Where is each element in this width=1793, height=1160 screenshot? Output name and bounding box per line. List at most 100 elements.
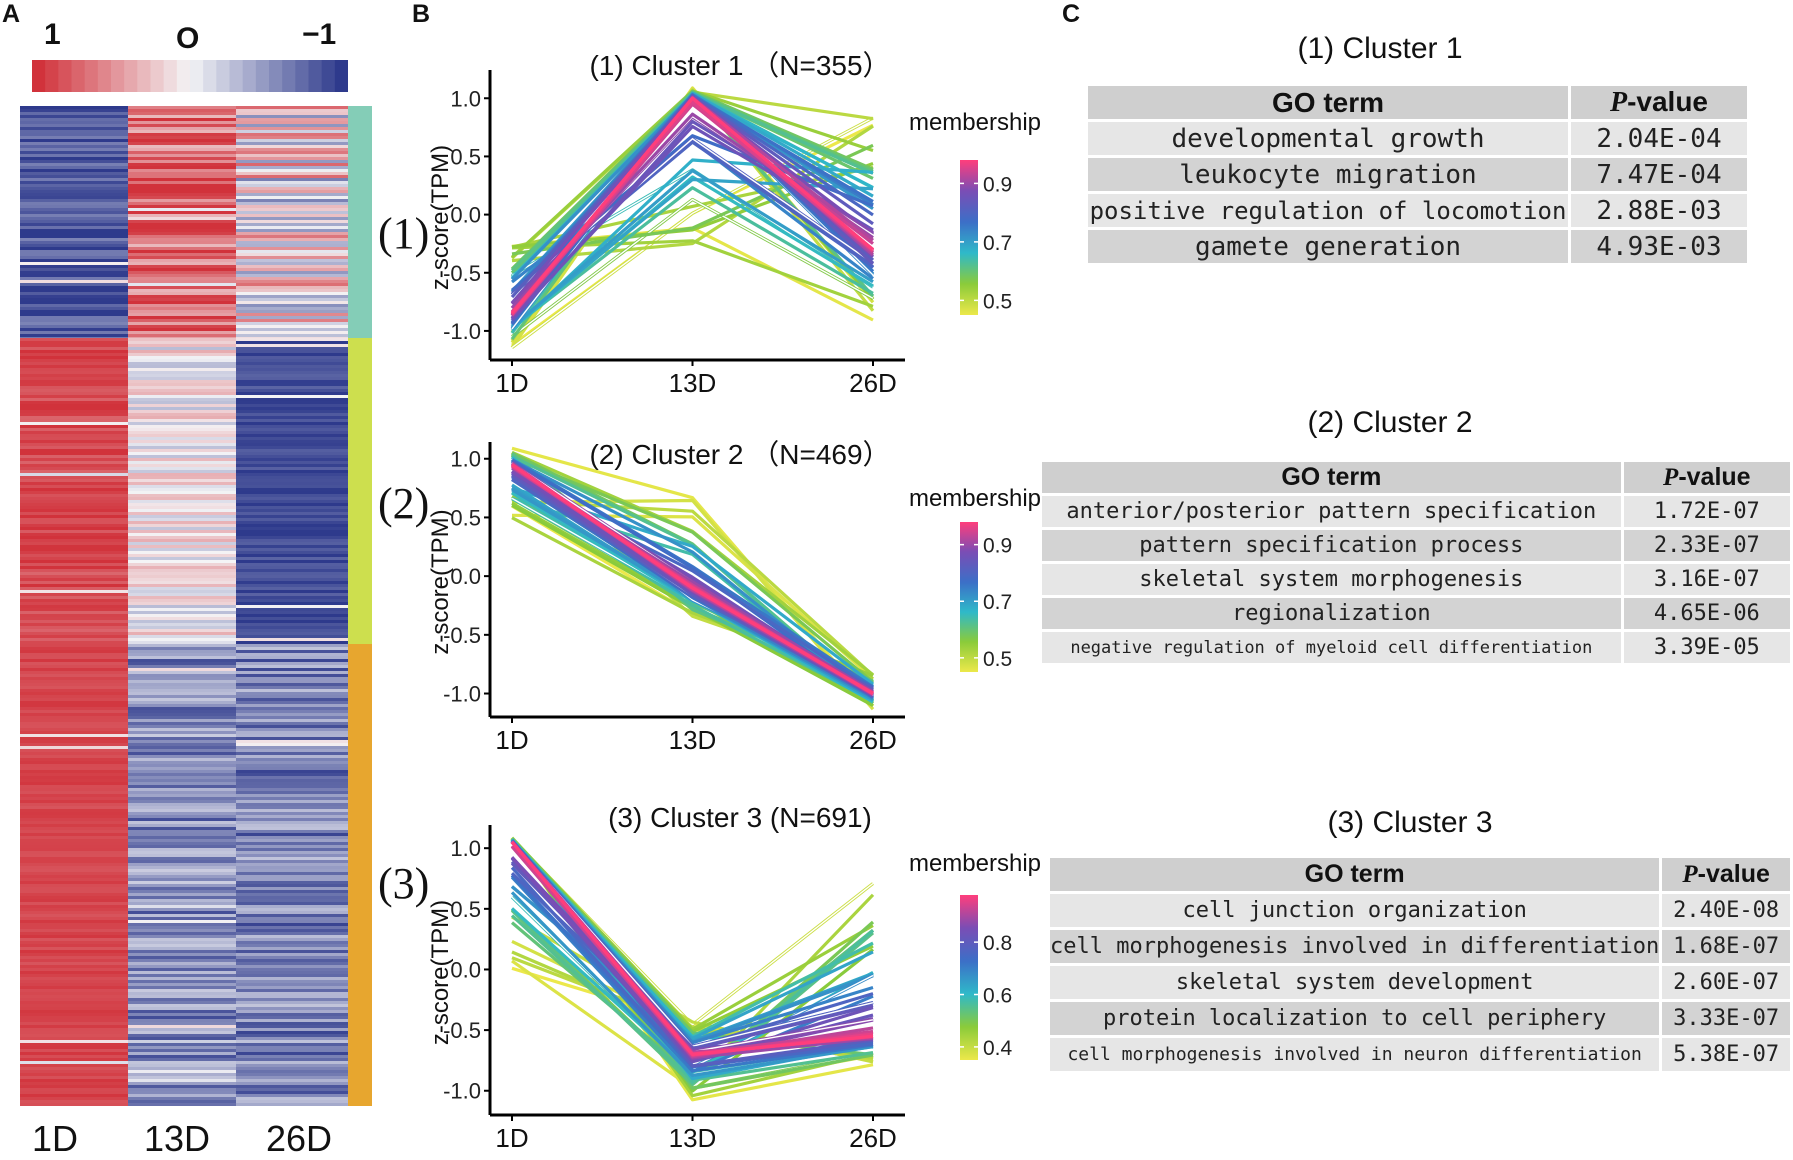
heatmap-cell	[128, 398, 236, 402]
heatmap-cell	[20, 677, 128, 681]
heatmap-cell	[20, 485, 128, 489]
heatmap-cell	[128, 896, 236, 900]
heatmap-cell	[128, 851, 236, 855]
heatmap-cell	[236, 455, 348, 459]
heatmap-cell	[128, 449, 236, 453]
heatmap-cell	[236, 262, 348, 266]
heatmap-cell	[20, 184, 128, 188]
heatmap-cell	[20, 899, 128, 903]
heatmap-cell	[20, 821, 128, 825]
heatmap-cell	[128, 383, 236, 387]
heatmap-cell	[20, 377, 128, 381]
heatmap-cell	[236, 196, 348, 200]
heatmap-cell	[128, 581, 236, 585]
heatmap-cell	[20, 971, 128, 975]
heatmap-cell	[236, 175, 348, 179]
heatmap-cell	[20, 902, 128, 906]
heatmap-cell	[236, 1025, 348, 1029]
heatmap-cell	[128, 728, 236, 732]
scale-cell	[176, 60, 191, 92]
heatmap-cell	[20, 229, 128, 233]
heatmap-cell	[128, 274, 236, 278]
heatmap-cell	[236, 881, 348, 885]
heatmap-cell	[236, 1052, 348, 1056]
heatmap-cell	[236, 737, 348, 741]
heatmap-cell	[128, 325, 236, 329]
heatmap-cell	[236, 425, 348, 429]
heatmap-cell	[20, 836, 128, 840]
heatmap-cell	[128, 334, 236, 338]
heatmap-cell	[128, 1040, 236, 1044]
heatmap-cell	[20, 935, 128, 939]
heatmap-cell	[236, 857, 348, 861]
heatmap-cell	[236, 971, 348, 975]
heatmap-cell	[236, 572, 348, 576]
heatmap-cell	[128, 331, 236, 335]
heatmap-cell	[128, 956, 236, 960]
heatmap-cell	[236, 845, 348, 849]
go-header-term: GO term	[1088, 86, 1571, 122]
heatmap-cell	[20, 464, 128, 468]
heatmap-cell	[20, 374, 128, 378]
heatmap-cell	[236, 356, 348, 360]
heatmap-cell	[20, 157, 128, 161]
heatmap-cell	[236, 773, 348, 777]
heatmap-cell	[128, 764, 236, 768]
heatmap-cell	[128, 677, 236, 681]
heatmap-cell	[20, 1070, 128, 1074]
scale-cell	[295, 60, 310, 92]
heatmap-cell	[236, 695, 348, 699]
go-term: negative regulation of myeloid cell diff…	[1042, 632, 1624, 666]
heatmap-cell	[236, 313, 348, 317]
heatmap-cell	[236, 292, 348, 296]
heatmap-cell	[128, 425, 236, 429]
scale-label-mid: O	[176, 22, 200, 55]
heatmap-cell	[128, 344, 236, 348]
heatmap-cell	[128, 1034, 236, 1038]
heatmap-cell	[128, 190, 236, 194]
heatmap-cell	[236, 815, 348, 819]
heatmap-cell	[128, 611, 236, 615]
x-tick-label: 26D	[849, 368, 897, 398]
heatmap-cell	[236, 713, 348, 717]
heatmap-cell	[20, 953, 128, 957]
heatmap-cell	[128, 289, 236, 293]
heatmap-cell	[236, 253, 348, 257]
heatmap-cell	[20, 118, 128, 122]
heatmap-cell	[20, 659, 128, 663]
heatmap-cell	[236, 169, 348, 173]
heatmap-cell	[128, 917, 236, 921]
go-header-pvalue: P-value	[1571, 86, 1750, 122]
heatmap-cell	[236, 187, 348, 191]
heatmap-cell	[236, 944, 348, 948]
heatmap-cell	[236, 860, 348, 864]
heatmap-cell	[20, 1064, 128, 1068]
heatmap-cell	[128, 818, 236, 822]
heatmap-cell	[20, 908, 128, 912]
heatmap-cell	[128, 494, 236, 498]
heatmap-cell	[128, 322, 236, 326]
heatmap-cell	[20, 1091, 128, 1095]
heatmap-cell	[128, 890, 236, 894]
chart-title: (1) Cluster 1 （N=355）	[589, 50, 890, 81]
heatmap-cell	[20, 878, 128, 882]
heatmap-cell	[236, 527, 348, 531]
heatmap-cell	[236, 923, 348, 927]
heatmap-cell	[236, 223, 348, 227]
go-pvalue: 7.47E-04	[1571, 158, 1750, 194]
heatmap-cell	[236, 1001, 348, 1005]
heatmap-cell	[128, 788, 236, 792]
heatmap-cell	[20, 338, 128, 342]
heatmap-cell	[128, 575, 236, 579]
heatmap-cell	[128, 166, 236, 170]
heatmap-cell	[20, 446, 128, 450]
heatmap-cell	[236, 785, 348, 789]
heatmap-cell	[236, 431, 348, 435]
heatmap-cell	[20, 794, 128, 798]
heatmap-cell	[236, 932, 348, 936]
heatmap-cell	[236, 791, 348, 795]
heatmap-cell	[236, 770, 348, 774]
heatmap-cell	[20, 319, 128, 323]
heatmap-cell	[236, 268, 348, 272]
heatmap-cell	[236, 488, 348, 492]
